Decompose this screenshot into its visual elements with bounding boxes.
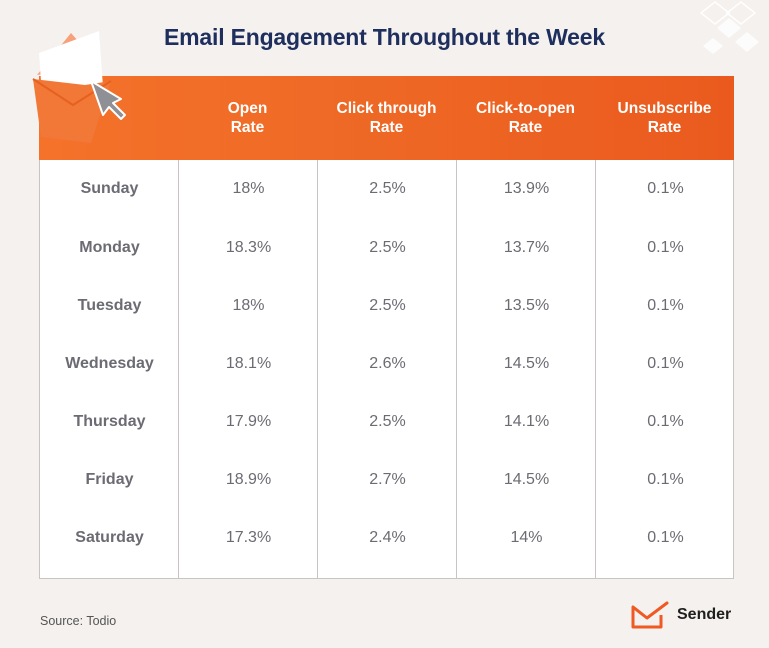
- source-note: Source: Todio: [40, 614, 117, 628]
- table-body: Sunday 18% 2.5% 13.9% 0.1% Monday 18.3% …: [39, 160, 734, 579]
- open-rate-cell: 18%: [232, 180, 265, 197]
- click-to-open-rate-cell: 14%: [510, 529, 543, 546]
- day-cell: Sunday: [80, 180, 139, 197]
- brand-logo: Sender: [631, 600, 731, 630]
- table-row: Monday 18.3% 2.5% 13.7% 0.1%: [40, 219, 735, 277]
- click-through-rate-cell: 2.5%: [369, 180, 406, 197]
- open-rate-cell: 17.9%: [225, 413, 272, 430]
- column-divider: [178, 160, 179, 578]
- header-open-rate: Open Rate: [227, 100, 268, 136]
- open-rate-cell: 18.9%: [225, 471, 272, 488]
- click-through-rate-cell: 2.6%: [369, 355, 406, 372]
- day-cell: Monday: [79, 239, 140, 256]
- day-cell: Wednesday: [65, 355, 154, 372]
- header-click-to-open-rate: Click-to-open Rate: [475, 100, 576, 136]
- header-click-through-rate: Click through Rate: [336, 100, 437, 136]
- click-through-rate-cell: 2.7%: [369, 471, 406, 488]
- table-row: Wednesday 18.1% 2.6% 14.5% 0.1%: [40, 335, 735, 393]
- column-divider: [317, 160, 318, 578]
- click-through-rate-cell: 2.4%: [369, 529, 406, 546]
- unsubscribe-rate-cell: 0.1%: [647, 180, 684, 197]
- table-row: Thursday 17.9% 2.5% 14.1% 0.1%: [40, 393, 735, 451]
- open-rate-cell: 18%: [232, 297, 265, 314]
- column-divider: [595, 160, 596, 578]
- decorative-diamonds-icon: [699, 1, 759, 54]
- brand-name: Sender: [677, 606, 732, 623]
- table-header: Open Rate Click through Rate Click-to-op…: [39, 76, 734, 160]
- unsubscribe-rate-cell: 0.1%: [647, 355, 684, 372]
- column-divider: [456, 160, 457, 578]
- table-row: Tuesday 18% 2.5% 13.5% 0.1%: [40, 277, 735, 335]
- unsubscribe-rate-cell: 0.1%: [647, 529, 684, 546]
- click-through-rate-cell: 2.5%: [369, 413, 406, 430]
- table-row: Sunday 18% 2.5% 13.9% 0.1%: [40, 160, 735, 218]
- unsubscribe-rate-cell: 0.1%: [647, 471, 684, 488]
- day-cell: Friday: [85, 471, 134, 488]
- open-rate-cell: 18.3%: [225, 239, 272, 256]
- header-unsubscribe-rate: Unsubscribe Rate: [617, 100, 712, 136]
- click-through-rate-cell: 2.5%: [369, 239, 406, 256]
- click-to-open-rate-cell: 13.9%: [503, 180, 550, 197]
- sender-logo-icon: [631, 601, 669, 629]
- table-row: Saturday 17.3% 2.4% 14% 0.1%: [40, 509, 735, 567]
- unsubscribe-rate-cell: 0.1%: [647, 297, 684, 314]
- engagement-table: Open Rate Click through Rate Click-to-op…: [39, 76, 734, 579]
- click-to-open-rate-cell: 14.5%: [503, 471, 550, 488]
- envelope-cursor-icon: [32, 31, 126, 143]
- click-to-open-rate-cell: 13.7%: [503, 239, 550, 256]
- click-to-open-rate-cell: 14.1%: [503, 413, 550, 430]
- unsubscribe-rate-cell: 0.1%: [647, 239, 684, 256]
- table-row: Friday 18.9% 2.7% 14.5% 0.1%: [40, 451, 735, 509]
- unsubscribe-rate-cell: 0.1%: [647, 413, 684, 430]
- click-through-rate-cell: 2.5%: [369, 297, 406, 314]
- page-title: Email Engagement Throughout the Week: [164, 24, 605, 50]
- day-cell: Tuesday: [77, 297, 142, 314]
- day-cell: Saturday: [75, 529, 144, 546]
- click-to-open-rate-cell: 13.5%: [503, 297, 550, 314]
- day-cell: Thursday: [73, 413, 146, 430]
- open-rate-cell: 18.1%: [225, 355, 272, 372]
- click-to-open-rate-cell: 14.5%: [503, 355, 550, 372]
- open-rate-cell: 17.3%: [225, 529, 272, 546]
